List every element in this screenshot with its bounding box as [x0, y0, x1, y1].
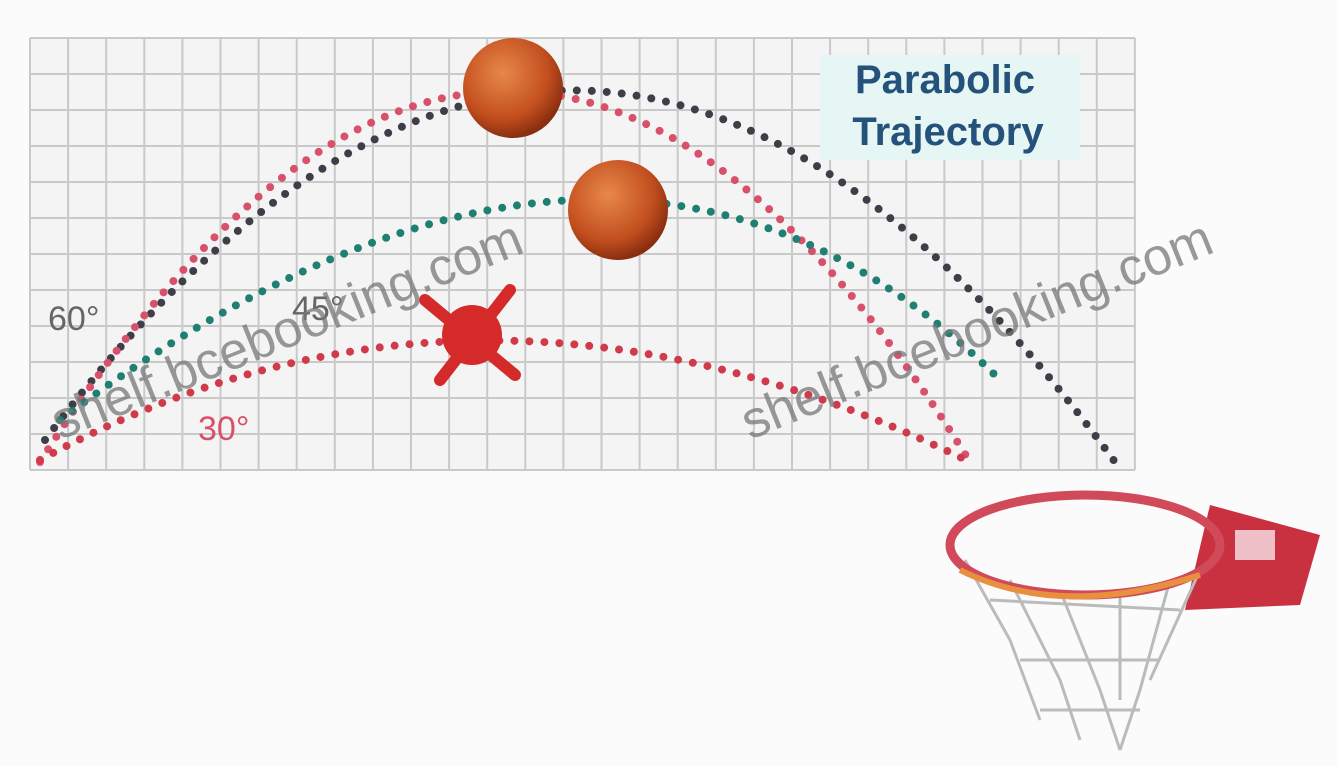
angle-label: 30° — [198, 410, 249, 448]
title-line: Trajectory — [852, 110, 1044, 154]
illustration: Parabolic Trajectory 60° 45° 30° shelf.b… — [0, 0, 1337, 766]
angle-label: 60° — [48, 300, 99, 338]
ball — [568, 160, 668, 260]
title-line: Parabolic — [855, 58, 1035, 102]
ball — [463, 38, 563, 138]
hoop — [950, 495, 1320, 750]
